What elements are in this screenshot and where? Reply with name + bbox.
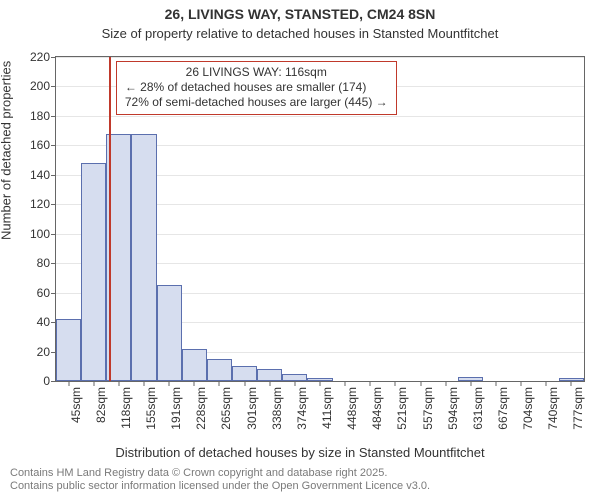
ytick-mark <box>51 175 56 176</box>
xtick-mark <box>144 381 145 386</box>
ytick-mark <box>51 57 56 58</box>
xtick-label: 484sqm <box>370 387 384 430</box>
xtick-label: 45sqm <box>69 387 83 423</box>
xtick-label: 557sqm <box>421 387 435 430</box>
ytick-mark <box>51 116 56 117</box>
ytick-label: 200 <box>30 79 50 93</box>
reference-line <box>109 57 111 381</box>
xtick-label: 118sqm <box>119 387 133 429</box>
annotation-line1: 26 LIVINGS WAY: 116sqm <box>125 65 388 80</box>
annotation-box: 26 LIVINGS WAY: 116sqm ← 28% of detached… <box>116 61 397 115</box>
footer-line1: Contains HM Land Registry data © Crown c… <box>10 467 430 481</box>
histogram-bar <box>56 319 81 381</box>
ytick-label: 180 <box>30 109 50 123</box>
ytick-mark <box>51 234 56 235</box>
xtick-mark <box>521 381 522 386</box>
xtick-label: 191sqm <box>169 387 183 430</box>
annotation-line3: 72% of semi-detached houses are larger (… <box>125 95 388 110</box>
gridline <box>56 57 584 58</box>
ytick-mark <box>51 381 56 382</box>
xtick-mark <box>470 381 471 386</box>
xtick-mark <box>244 381 245 386</box>
ytick-mark <box>51 204 56 205</box>
histogram-bar <box>81 163 106 381</box>
xtick-label: 301sqm <box>245 387 259 430</box>
xtick-mark <box>320 381 321 386</box>
xtick-mark <box>370 381 371 386</box>
plot-area: 02040608010012014016018020022045sqm82sqm… <box>55 56 585 382</box>
ytick-label: 20 <box>37 345 50 359</box>
ytick-mark <box>51 263 56 264</box>
histogram-bar <box>207 359 232 381</box>
xtick-label: 631sqm <box>471 387 485 430</box>
xtick-label: 521sqm <box>395 387 409 430</box>
ytick-label: 120 <box>30 197 50 211</box>
ytick-label: 40 <box>37 315 50 329</box>
xtick-mark <box>395 381 396 386</box>
xtick-mark <box>93 381 94 386</box>
xtick-label: 740sqm <box>546 387 560 430</box>
xtick-mark <box>496 381 497 386</box>
xtick-mark <box>294 381 295 386</box>
xtick-mark <box>68 381 69 386</box>
xtick-label: 667sqm <box>496 387 510 430</box>
footer-attribution: Contains HM Land Registry data © Crown c… <box>10 467 430 495</box>
xtick-mark <box>118 381 119 386</box>
histogram-bar <box>182 349 207 381</box>
annotation-line2: ← 28% of detached houses are smaller (17… <box>125 80 388 95</box>
ytick-mark <box>51 86 56 87</box>
histogram-bar <box>257 369 282 381</box>
xtick-label: 374sqm <box>295 387 309 430</box>
ytick-mark <box>51 145 56 146</box>
xtick-mark <box>345 381 346 386</box>
xtick-mark <box>420 381 421 386</box>
xtick-label: 228sqm <box>194 387 208 430</box>
histogram-bar <box>157 285 182 381</box>
xtick-mark <box>169 381 170 386</box>
chart-title: 26, LIVINGS WAY, STANSTED, CM24 8SN <box>0 6 600 22</box>
xtick-label: 265sqm <box>219 387 233 430</box>
xtick-label: 155sqm <box>144 387 158 430</box>
xtick-mark <box>546 381 547 386</box>
xtick-mark <box>445 381 446 386</box>
xtick-mark <box>194 381 195 386</box>
xtick-label: 338sqm <box>270 387 284 430</box>
ytick-label: 160 <box>30 138 50 152</box>
xtick-label: 594sqm <box>446 387 460 430</box>
ytick-label: 80 <box>37 256 50 270</box>
chart-container: 26, LIVINGS WAY, STANSTED, CM24 8SN Size… <box>0 0 600 500</box>
xtick-mark <box>571 381 572 386</box>
histogram-bar <box>232 366 257 381</box>
chart-subtitle: Size of property relative to detached ho… <box>0 26 600 41</box>
xtick-label: 82sqm <box>94 387 108 423</box>
xtick-label: 448sqm <box>345 387 359 430</box>
xtick-mark <box>219 381 220 386</box>
ytick-label: 140 <box>30 168 50 182</box>
xtick-label: 411sqm <box>320 387 334 429</box>
xtick-mark <box>269 381 270 386</box>
ytick-label: 100 <box>30 227 50 241</box>
y-axis-label: Number of detached properties <box>0 61 14 240</box>
ytick-label: 220 <box>30 50 50 64</box>
ytick-mark <box>51 293 56 294</box>
ytick-label: 0 <box>43 374 50 388</box>
x-axis-label: Distribution of detached houses by size … <box>0 445 600 460</box>
footer-line2: Contains public sector information licen… <box>10 480 430 494</box>
histogram-bar <box>131 134 156 381</box>
ytick-label: 60 <box>37 286 50 300</box>
xtick-label: 777sqm <box>571 387 585 430</box>
xtick-label: 704sqm <box>521 387 535 430</box>
gridline <box>56 116 584 117</box>
histogram-bar <box>282 374 307 381</box>
